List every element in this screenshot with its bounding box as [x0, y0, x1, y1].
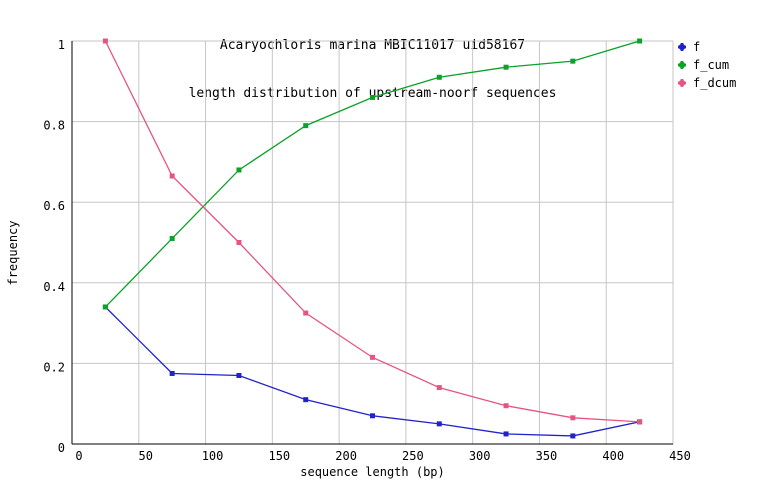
data-point-f	[303, 397, 309, 403]
y-tick-label: 0.2	[43, 360, 65, 374]
data-point-f_dcum	[303, 310, 309, 316]
legend-marker-f-cum-icon	[678, 61, 686, 69]
data-point-f_dcum	[570, 415, 576, 421]
y-axis-label: frequency	[6, 220, 20, 286]
legend-marker-f-icon	[678, 43, 686, 51]
legend-item-f: f	[676, 40, 736, 54]
y-tick-label: 1	[58, 38, 65, 52]
legend-label-f-dcum: f_dcum	[693, 76, 737, 90]
y-tick-label: 0.8	[43, 119, 65, 133]
data-point-f_cum	[169, 235, 175, 241]
data-point-f_dcum	[370, 354, 375, 360]
legend-marker-f-dcum-icon	[678, 79, 686, 87]
data-point-f_cum	[637, 38, 643, 44]
y-tick-label: 0.6	[43, 199, 65, 213]
data-point-f_cum	[503, 64, 509, 70]
data-point-f_dcum	[236, 240, 242, 245]
data-point-f_cum	[236, 167, 242, 173]
x-tick-label: 350	[536, 449, 558, 463]
chart-header: Acaryochloris marina MBIC11017 uid58167 …	[72, 6, 673, 134]
x-tick-label: 250	[402, 449, 424, 463]
data-point-f_dcum	[436, 385, 442, 391]
data-point-f	[236, 372, 242, 378]
legend-label-f-cum: f_cum	[693, 58, 730, 72]
data-point-f	[503, 431, 509, 437]
x-tick-label: 100	[202, 449, 224, 463]
data-point-f_cum	[303, 123, 309, 129]
data-point-f_dcum	[503, 403, 509, 409]
legend-item-f-dcum: f_dcum	[676, 76, 736, 90]
data-point-f_cum	[102, 304, 108, 310]
data-point-f_dcum	[637, 419, 643, 425]
data-point-f	[370, 413, 375, 419]
data-point-f_dcum	[102, 38, 108, 44]
data-point-f	[436, 421, 442, 427]
x-tick-label: 300	[469, 449, 491, 463]
x-tick-label: 50	[139, 449, 153, 463]
data-point-f_cum	[570, 58, 576, 64]
legend-item-f-cum: f_cum	[676, 58, 736, 72]
y-tick-label: 0.4	[43, 280, 65, 294]
plot-border	[71, 40, 674, 445]
x-axis-label: sequence length (bp)	[300, 465, 445, 479]
data-point-f	[169, 370, 175, 376]
x-tick-label: 200	[335, 449, 357, 463]
data-point-f	[570, 433, 576, 439]
chart-subtitle: length distribution of upstream-noorf se…	[188, 86, 557, 101]
x-tick-label: 450	[669, 449, 691, 463]
data-point-f_cum	[436, 74, 442, 80]
data-point-f_dcum	[169, 173, 175, 179]
legend: f f_cum f_dcum	[676, 40, 736, 90]
data-point-f_cum	[370, 94, 375, 100]
series-line-f_cum	[104, 40, 640, 308]
chart-title: Acaryochloris marina MBIC11017 uid58167	[219, 38, 526, 53]
x-tick-label: 400	[602, 449, 624, 463]
legend-label-f: f	[693, 40, 701, 54]
y-tick-label: 0	[58, 441, 65, 455]
x-tick-label: 0	[75, 449, 82, 463]
x-tick-label: 150	[268, 449, 290, 463]
